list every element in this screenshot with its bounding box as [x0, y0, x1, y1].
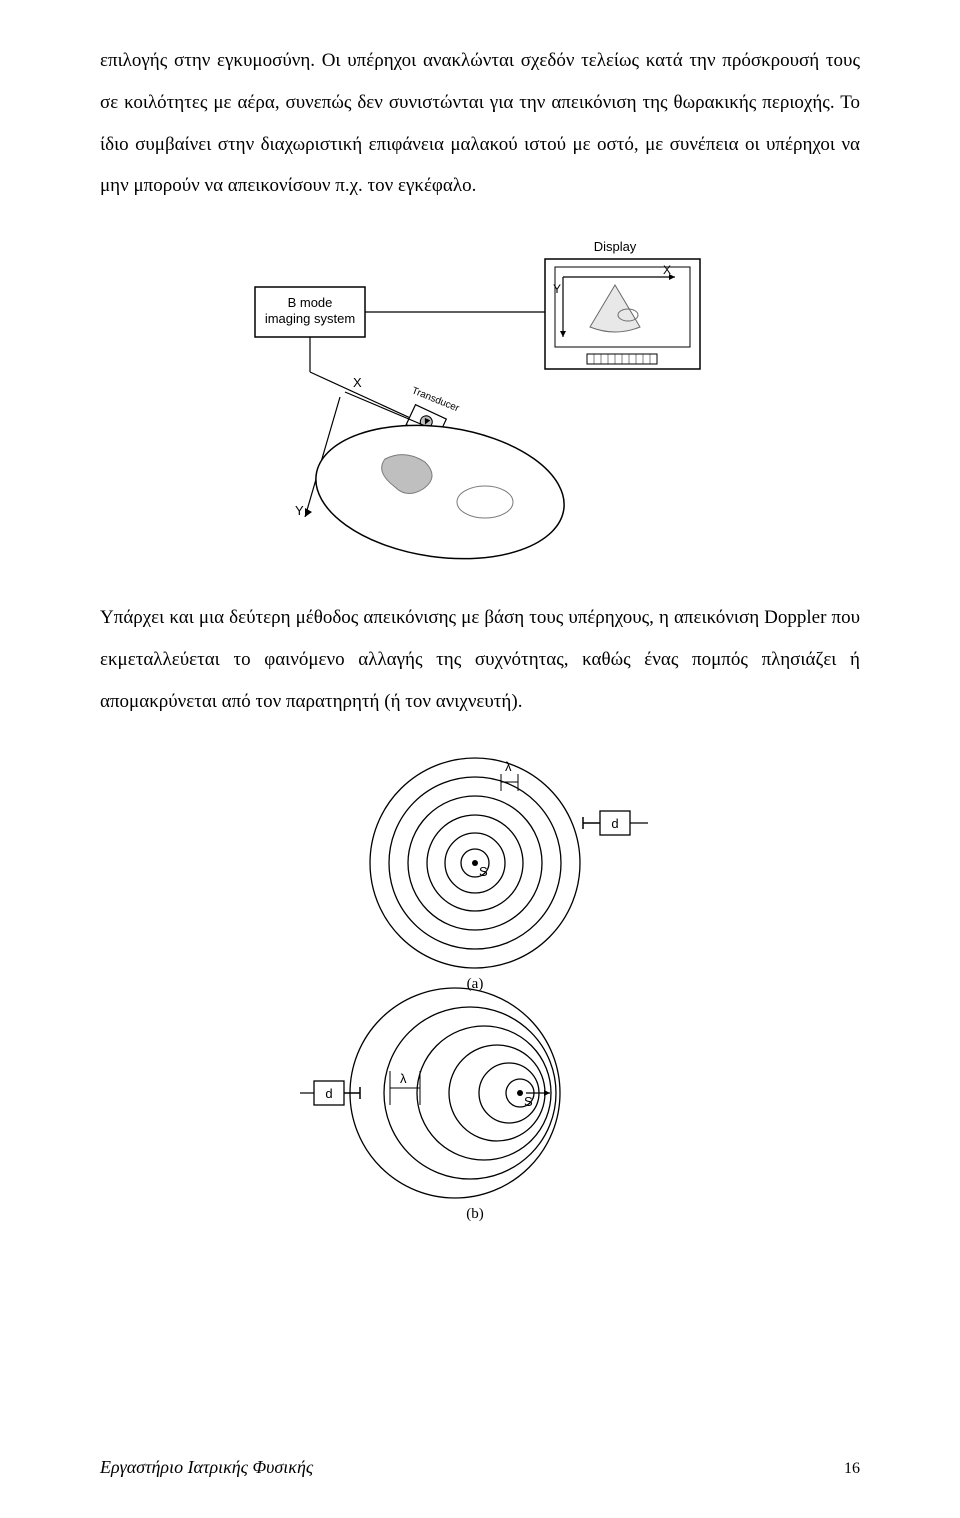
page-footer: Εργαστήριο Ιατρικής Φυσικής 16	[100, 1457, 860, 1478]
svg-text:imaging system: imaging system	[265, 311, 355, 326]
display-label: Display	[594, 239, 637, 254]
doppler-diagram-b: S λ d	[300, 988, 560, 1198]
figure-2-svg: S λ d (a) S	[300, 753, 660, 1223]
footer-text: Εργαστήριο Ιατρικής Φυσικής	[100, 1457, 313, 1478]
svg-text:S: S	[479, 864, 488, 879]
paragraph-1: επιλογής στην εγκυμοσύνη. Οι υπέρηχοι αν…	[100, 40, 860, 207]
doppler-diagram-a: S λ d	[370, 758, 648, 968]
svg-text:λ: λ	[400, 1071, 407, 1086]
page-number: 16	[844, 1460, 860, 1478]
svg-text:Y: Y	[295, 503, 304, 518]
figure-2-container: S λ d (a) S	[100, 753, 860, 1223]
paragraph-2: Υπάρχει και μια δεύτερη μέθοδος απεικόνι…	[100, 597, 860, 722]
svg-text:X: X	[663, 263, 671, 277]
caption-b: (b)	[466, 1206, 484, 1222]
svg-text:λ: λ	[505, 759, 512, 774]
figure-1-svg: B mode imaging system Display X Y	[245, 237, 715, 567]
svg-text:S: S	[524, 1094, 533, 1109]
svg-text:d: d	[611, 816, 618, 831]
svg-text:d: d	[325, 1086, 332, 1101]
svg-text:Y: Y	[553, 282, 561, 296]
figure-1-container: B mode imaging system Display X Y	[100, 237, 860, 567]
svg-text:X: X	[353, 375, 362, 390]
svg-text:B mode: B mode	[288, 295, 333, 310]
